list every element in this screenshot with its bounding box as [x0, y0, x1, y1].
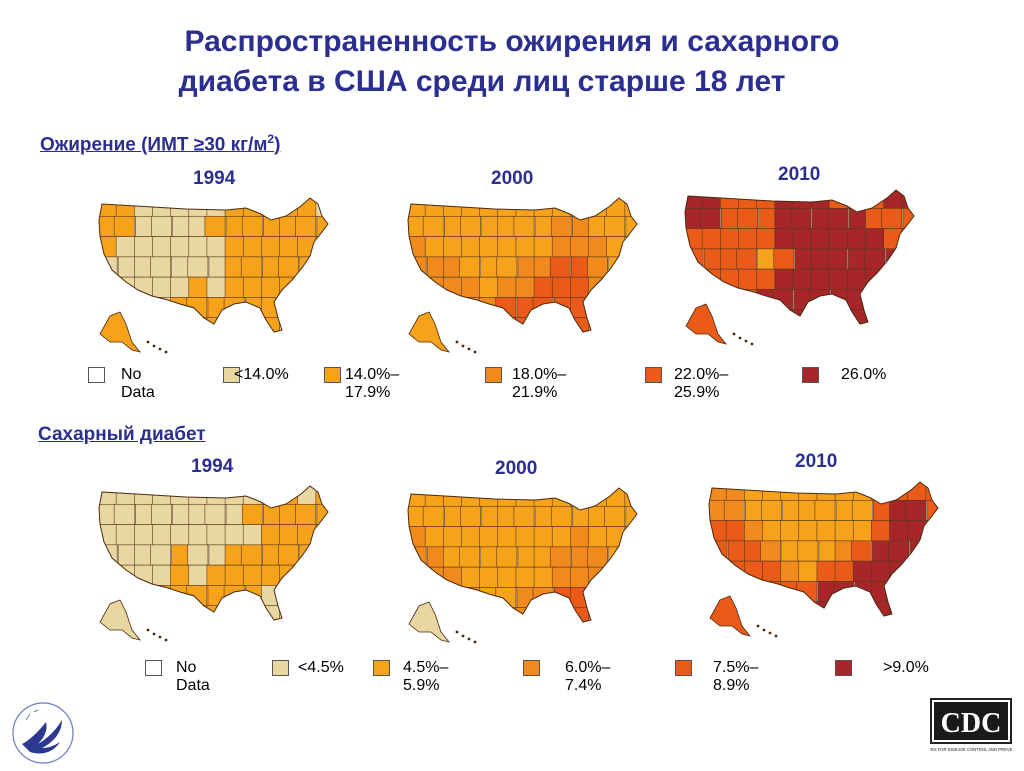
legend-swatch	[223, 367, 240, 383]
legend-swatch	[324, 367, 341, 383]
obesity-year-1994: 1994	[193, 168, 236, 189]
obesity-map-2000	[407, 197, 638, 354]
legend-label: 14.0%–17.9%	[345, 366, 400, 401]
legend-label: 4.5%–5.9%	[403, 659, 449, 694]
legend-label: 22.0%–25.9%	[674, 366, 729, 401]
diabetes-year-2010: 2010	[795, 451, 838, 472]
diabetes-map-2000	[407, 487, 638, 644]
legend-label: <4.5%	[298, 659, 344, 676]
legend-swatch	[485, 367, 502, 383]
title-line-1: Распространенность ожирения и сахарного	[184, 25, 840, 58]
slide-title: Распространенность ожирения и сахарного …	[0, 22, 1024, 102]
legend-swatch	[835, 660, 852, 676]
diabetes-map-1994	[98, 485, 329, 642]
legend-label: No Data	[176, 659, 210, 694]
legend-label: 7.5%–8.9%	[713, 659, 759, 694]
legend-label: >9.0%	[883, 659, 929, 676]
legend-swatch	[523, 660, 540, 676]
legend-label: <14.0%	[234, 366, 289, 383]
legend-swatch	[373, 660, 390, 676]
legend-label: No Data	[121, 366, 155, 401]
legend-swatch	[145, 660, 162, 676]
obesity-map-2010	[684, 189, 915, 346]
legend-label: 18.0%–21.9%	[512, 366, 567, 401]
title-line-2: диабета в США среди лиц старше 18 лет	[178, 65, 786, 98]
obesity-heading: Ожирение (ИМТ ≥30 кг/м2)	[40, 132, 281, 156]
obesity-year-2000: 2000	[491, 168, 534, 189]
legend-swatch	[802, 367, 819, 383]
legend-swatch	[272, 660, 289, 676]
diabetes-year-2000: 2000	[495, 458, 538, 479]
obesity-map-1994	[98, 197, 329, 354]
legend-swatch	[645, 367, 662, 383]
obesity-year-2010: 2010	[778, 164, 821, 185]
svg-text:CDC: CDC	[941, 708, 1002, 739]
diabetes-year-1994: 1994	[191, 456, 234, 477]
legend-label: 26.0%	[841, 366, 887, 383]
diabetes-map-2010	[708, 481, 939, 638]
legend-label: 6.0%–7.4%	[565, 659, 611, 694]
cdc-logo: CDC CENTERS FOR DISEASE CONTROL AND PREV…	[917, 698, 1024, 756]
hhs-logo	[8, 700, 78, 771]
svg-text:CENTERS FOR DISEASE CONTROL AN: CENTERS FOR DISEASE CONTROL AND PREVENTI…	[930, 747, 1012, 752]
diabetes-heading: Сахарный диабет	[38, 424, 206, 445]
legend-swatch	[88, 367, 105, 383]
legend-swatch	[675, 660, 692, 676]
